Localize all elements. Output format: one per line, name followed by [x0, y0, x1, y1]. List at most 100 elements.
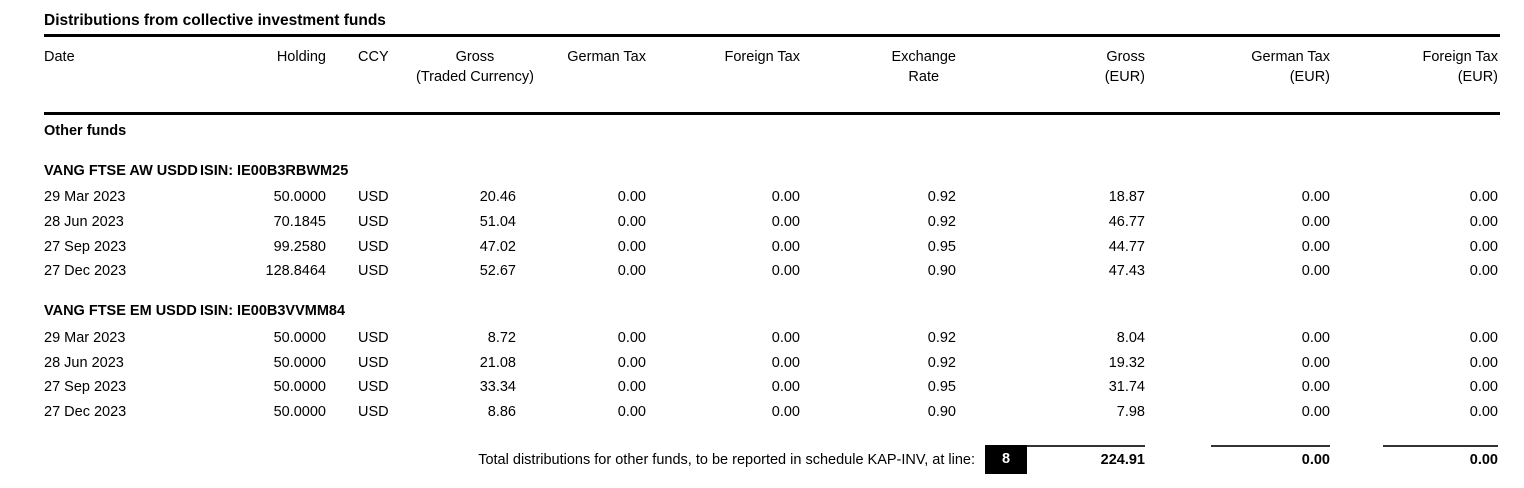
- cell-foreign-tax: 0.00: [771, 263, 800, 280]
- cell-ccy: USD: [358, 404, 389, 421]
- table-row: 27 Sep 2023 99.2580 USD 47.02 0.00 0.00 …: [44, 234, 1500, 259]
- cell-exchange-rate: 0.92: [927, 189, 956, 206]
- cell-german-tax: 0.00: [617, 354, 646, 371]
- cell-foreign-tax-eur: 0.00: [1469, 238, 1498, 255]
- cell-holding: 99.2580: [273, 238, 326, 255]
- cell-exchange-rate: 0.95: [927, 238, 956, 255]
- cell-foreign-tax: 0.00: [771, 214, 800, 231]
- document-sheet: Distributions from collective investment…: [44, 0, 1500, 488]
- cell-date: 27 Dec 2023: [44, 404, 127, 421]
- cell-german-tax: 0.00: [617, 189, 646, 206]
- cell-gross-traded: 20.46: [479, 189, 516, 206]
- col-header-holding: Holding: [204, 37, 326, 115]
- cell-foreign-tax-eur: 0.00: [1469, 379, 1498, 396]
- table-row: 28 Jun 2023 50.0000 USD 21.08 0.00 0.00 …: [44, 350, 1500, 375]
- col-header-gross-eur: Gross (EUR): [966, 37, 1156, 115]
- table-row: 28 Jun 2023 70.1845 USD 51.04 0.00 0.00 …: [44, 210, 1500, 235]
- section-label: Other funds: [44, 122, 127, 139]
- total-foreign-tax-eur: 0.00: [1383, 445, 1498, 468]
- cell-ccy: USD: [358, 330, 389, 347]
- cell-german-tax: 0.00: [617, 263, 646, 280]
- table-header: Date Holding CCY Gross (Traded Currency) …: [44, 37, 1500, 115]
- cell-gross-eur: 18.87: [1108, 189, 1145, 206]
- cell-foreign-tax-eur: 0.00: [1469, 189, 1498, 206]
- cell-german-tax-eur: 0.00: [1301, 404, 1330, 421]
- cell-holding: 128.8464: [265, 263, 326, 280]
- cell-german-tax-eur: 0.00: [1301, 330, 1330, 347]
- cell-foreign-tax: 0.00: [771, 238, 800, 255]
- table-row: 27 Dec 2023 50.0000 USD 8.86 0.00 0.00 0…: [44, 400, 1500, 425]
- table-row: 29 Mar 2023 50.0000 USD 8.72 0.00 0.00 0…: [44, 326, 1500, 351]
- cell-german-tax-eur: 0.00: [1301, 189, 1330, 206]
- cell-foreign-tax-eur: 0.00: [1469, 330, 1498, 347]
- total-label: Total distributions for other funds, to …: [478, 452, 975, 468]
- cell-german-tax-eur: 0.00: [1301, 354, 1330, 371]
- cell-exchange-rate: 0.90: [927, 404, 956, 421]
- cell-gross-traded: 51.04: [479, 214, 516, 231]
- cell-gross-traded: 52.67: [479, 263, 516, 280]
- table-row: 27 Dec 2023 128.8464 USD 52.67 0.00 0.00…: [44, 259, 1500, 284]
- cell-date: 27 Dec 2023: [44, 263, 127, 280]
- col-header-german-tax: German Tax: [526, 37, 656, 115]
- cell-gross-eur: 44.77: [1108, 238, 1145, 255]
- cell-exchange-rate: 0.92: [927, 354, 956, 371]
- total-gross-eur: 224.91: [1027, 445, 1145, 468]
- cell-gross-traded: 8.72: [487, 330, 516, 347]
- cell-gross-eur: 19.32: [1108, 354, 1145, 371]
- page-title: Distributions from collective investment…: [44, 12, 386, 29]
- table-row: 27 Sep 2023 50.0000 USD 33.34 0.00 0.00 …: [44, 375, 1500, 400]
- kap-inv-line-number-box: 8: [985, 445, 1027, 474]
- cell-gross-eur: 8.04: [1116, 330, 1145, 347]
- cell-german-tax: 0.00: [617, 238, 646, 255]
- cell-foreign-tax: 0.00: [771, 330, 800, 347]
- cell-date: 28 Jun 2023: [44, 214, 124, 231]
- cell-gross-traded: 21.08: [479, 354, 516, 371]
- cell-foreign-tax: 0.00: [771, 379, 800, 396]
- col-header-date: Date: [44, 37, 204, 115]
- cell-exchange-rate: 0.90: [927, 263, 956, 280]
- header-row: Date Holding CCY Gross (Traded Currency) …: [44, 37, 1500, 115]
- cell-holding: 70.1845: [273, 214, 326, 231]
- cell-gross-eur: 47.43: [1108, 263, 1145, 280]
- cell-gross-traded: 33.34: [479, 379, 516, 396]
- cell-ccy: USD: [358, 238, 389, 255]
- fund-header-vang-ftse-aw: VANG FTSE AW USDD ISIN: IE00B3RBWM25: [44, 147, 1500, 185]
- cell-ccy: USD: [358, 263, 389, 280]
- distributions-table: Date Holding CCY Gross (Traded Currency) …: [44, 37, 1500, 425]
- totals-row: Total distributions for other funds, to …: [44, 445, 1500, 477]
- cell-gross-eur: 7.98: [1116, 404, 1145, 421]
- col-header-gross-traded: Gross (Traded Currency): [416, 37, 534, 115]
- col-header-foreign-tax-eur: Foreign Tax (EUR): [1341, 37, 1500, 115]
- cell-date: 29 Mar 2023: [44, 189, 126, 206]
- cell-foreign-tax-eur: 0.00: [1469, 214, 1498, 231]
- cell-holding: 50.0000: [273, 404, 326, 421]
- fund-name: VANG FTSE AW USDD: [44, 163, 198, 179]
- col-header-exchange-rate: Exchange Rate: [810, 37, 966, 115]
- cell-foreign-tax-eur: 0.00: [1469, 354, 1498, 371]
- cell-german-tax: 0.00: [617, 330, 646, 347]
- cell-holding: 50.0000: [273, 379, 326, 396]
- cell-foreign-tax: 0.00: [771, 354, 800, 371]
- cell-ccy: USD: [358, 189, 389, 206]
- cell-holding: 50.0000: [273, 189, 326, 206]
- title-divider: [44, 34, 1500, 37]
- cell-german-tax: 0.00: [617, 214, 646, 231]
- col-header-ccy: CCY: [326, 37, 416, 115]
- cell-gross-eur: 46.77: [1108, 214, 1145, 231]
- cell-holding: 50.0000: [273, 330, 326, 347]
- cell-german-tax-eur: 0.00: [1301, 214, 1330, 231]
- cell-ccy: USD: [358, 379, 389, 396]
- col-header-foreign-tax: Foreign Tax: [656, 37, 810, 115]
- cell-date: 27 Sep 2023: [44, 379, 127, 396]
- fund-isin: ISIN: IE00B3RBWM25: [200, 163, 349, 179]
- cell-german-tax-eur: 0.00: [1301, 238, 1330, 255]
- fund-isin: ISIN: IE00B3VVMM84: [200, 302, 346, 319]
- cell-gross-traded: 8.86: [487, 404, 516, 421]
- cell-date: 28 Jun 2023: [44, 354, 124, 371]
- cell-gross-eur: 31.74: [1108, 379, 1145, 396]
- total-german-tax-eur: 0.00: [1211, 445, 1330, 468]
- cell-german-tax: 0.00: [617, 404, 646, 421]
- cell-ccy: USD: [358, 214, 389, 231]
- cell-ccy: USD: [358, 354, 389, 371]
